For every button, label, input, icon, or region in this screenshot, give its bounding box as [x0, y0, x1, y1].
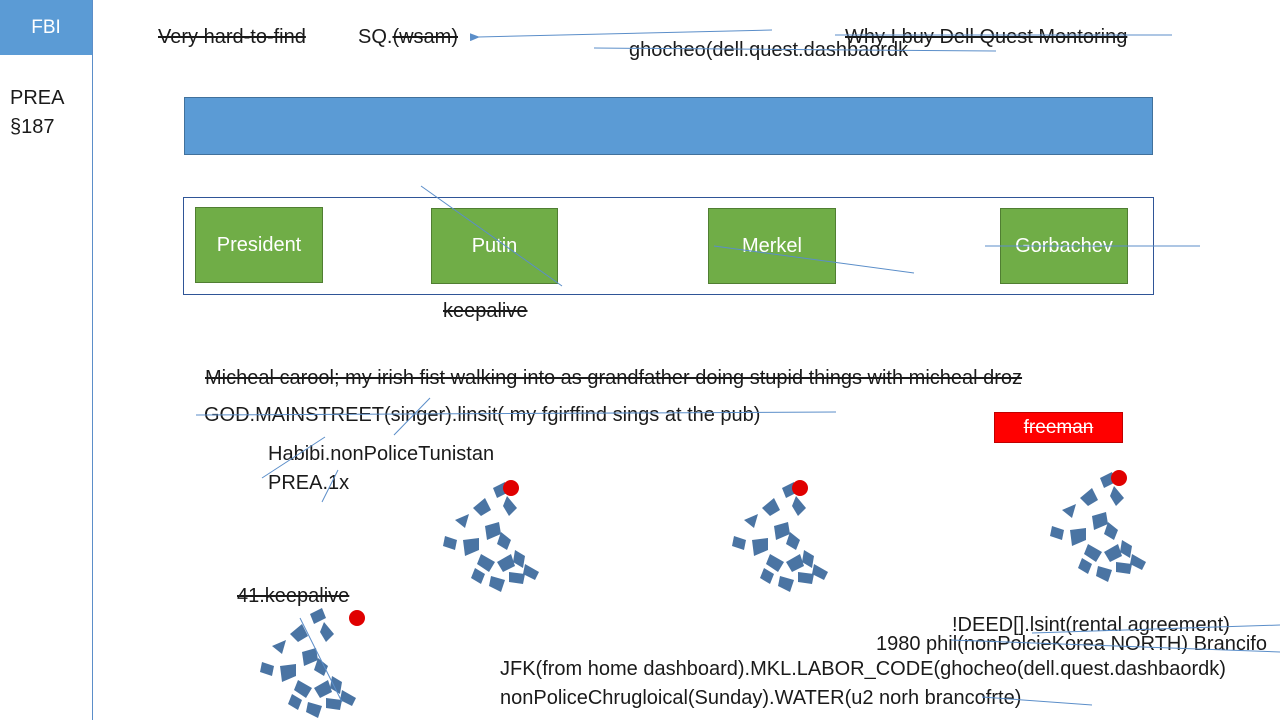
- chromosome-icon: [732, 482, 828, 592]
- ghocheo-text: ghocheo(dell.quest.dashbaordk: [629, 39, 909, 61]
- president-box: President: [195, 207, 323, 283]
- sidebar-code-line1: PREA: [10, 87, 65, 109]
- habibi-text: Habibi.nonPoliceTunistan: [268, 443, 495, 465]
- merkel-box: Merkel: [708, 208, 836, 284]
- blue-banner: [184, 97, 1153, 155]
- water-text: nonPoliceChrugloical(Sunday).WATER(u2 no…: [500, 687, 1022, 709]
- red-dot-icon: [792, 480, 808, 496]
- president-label: President: [216, 233, 302, 256]
- putin-label: Putin: [471, 234, 518, 257]
- micheal-text: Micheal carool; my irish fist walking in…: [205, 367, 1023, 389]
- keepalive-41-text: 41.keepalive: [237, 585, 350, 607]
- merkel-label: Merkel: [741, 234, 802, 257]
- sidebar-divider: [92, 0, 93, 720]
- freeman-badge: freeman: [994, 412, 1123, 443]
- fbi-label: FBI: [31, 16, 61, 38]
- chromosome-icon: [1050, 472, 1146, 582]
- sq-label: SQ.(wsam): [358, 26, 458, 48]
- sidebar-code-line2: §187: [10, 116, 55, 138]
- putin-box: Putin: [431, 208, 558, 284]
- freeman-label: freeman: [1023, 416, 1094, 438]
- red-dot-icon: [503, 480, 519, 496]
- jfk-text: JFK(from home dashboard).MKL.LABOR_CODE(…: [500, 658, 1226, 680]
- red-dot-icon: [1111, 470, 1127, 486]
- keepalive-text: keepalive: [443, 300, 528, 322]
- red-dot-icon: [349, 610, 365, 626]
- why-buy-text: Why I buy Dell Quest Montoring: [845, 26, 1128, 48]
- fbi-label-box: FBI: [0, 0, 92, 55]
- hard-to-find-text: Very hard-to-find: [158, 26, 306, 48]
- deed-text: !DEED[].lsint(rental agreement): [952, 614, 1230, 636]
- sq-text: SQ.(wsam): [358, 25, 458, 49]
- god-mainstreet-text: GOD.MAINSTREET(singer).linsit( my fgirff…: [204, 404, 761, 426]
- chromosome-icon: [443, 482, 539, 592]
- sq-struck-part: (wsam): [392, 26, 458, 48]
